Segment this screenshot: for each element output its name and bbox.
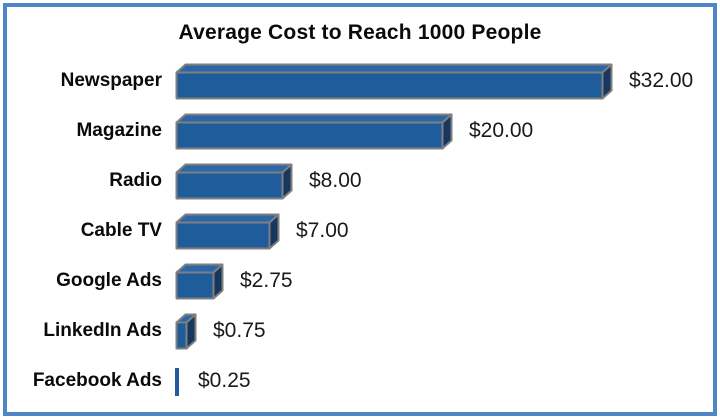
value-label: $32.00 <box>629 69 694 92</box>
category-label: Radio <box>109 170 162 191</box>
chart-frame: Average Cost to Reach 1000 People Newspa… <box>3 3 717 416</box>
bar-front-face <box>175 221 271 249</box>
bar-3d: $0.25 <box>175 363 251 400</box>
bar-top-face <box>175 163 293 173</box>
value-label: $7.00 <box>296 219 349 242</box>
category-label: Newspaper <box>60 70 162 91</box>
bar-top-face <box>175 113 453 123</box>
value-label: $8.00 <box>309 169 362 192</box>
category-label: Facebook Ads <box>32 370 162 391</box>
bar-front-face <box>175 121 444 149</box>
bar-front-face <box>175 271 215 299</box>
bar-3d: $2.75 <box>175 263 293 300</box>
category-label: LinkedIn Ads <box>43 320 162 341</box>
value-label: $20.00 <box>469 119 534 142</box>
bar-front-face <box>175 367 179 396</box>
category-label: Google Ads <box>56 270 162 291</box>
bar-top-face <box>175 213 280 223</box>
chart-row: Google Ads $2.75 <box>7 256 713 306</box>
bar-3d: $8.00 <box>175 163 362 200</box>
bar-top-face <box>175 63 613 73</box>
category-label: Magazine <box>76 120 162 141</box>
bar-3d: $32.00 <box>175 63 693 100</box>
chart-row: Newspaper $32.00 <box>7 56 713 106</box>
value-label: $2.75 <box>240 269 293 292</box>
bar-3d: $20.00 <box>175 113 533 150</box>
bar-3d: $7.00 <box>175 213 349 250</box>
value-label: $0.25 <box>198 369 251 392</box>
bar-front-face <box>175 171 284 199</box>
bar-front-face <box>175 321 188 349</box>
chart-title: Average Cost to Reach 1000 People <box>178 21 542 44</box>
bar-3d: $0.75 <box>175 313 266 350</box>
chart-row: Facebook Ads $0.25 <box>7 356 713 406</box>
value-label: $0.75 <box>213 319 266 342</box>
chart-row: LinkedIn Ads $0.75 <box>7 306 713 356</box>
chart-row: Magazine $20.00 <box>7 106 713 156</box>
bar-front-face <box>175 71 604 99</box>
chart-row: Radio $8.00 <box>7 156 713 206</box>
bars-container: Newspaper $32.00 Magazine $20.00 Radio $8.00 C… <box>7 56 713 406</box>
category-label: Cable TV <box>80 220 162 241</box>
chart-row: Cable TV $7.00 <box>7 206 713 256</box>
